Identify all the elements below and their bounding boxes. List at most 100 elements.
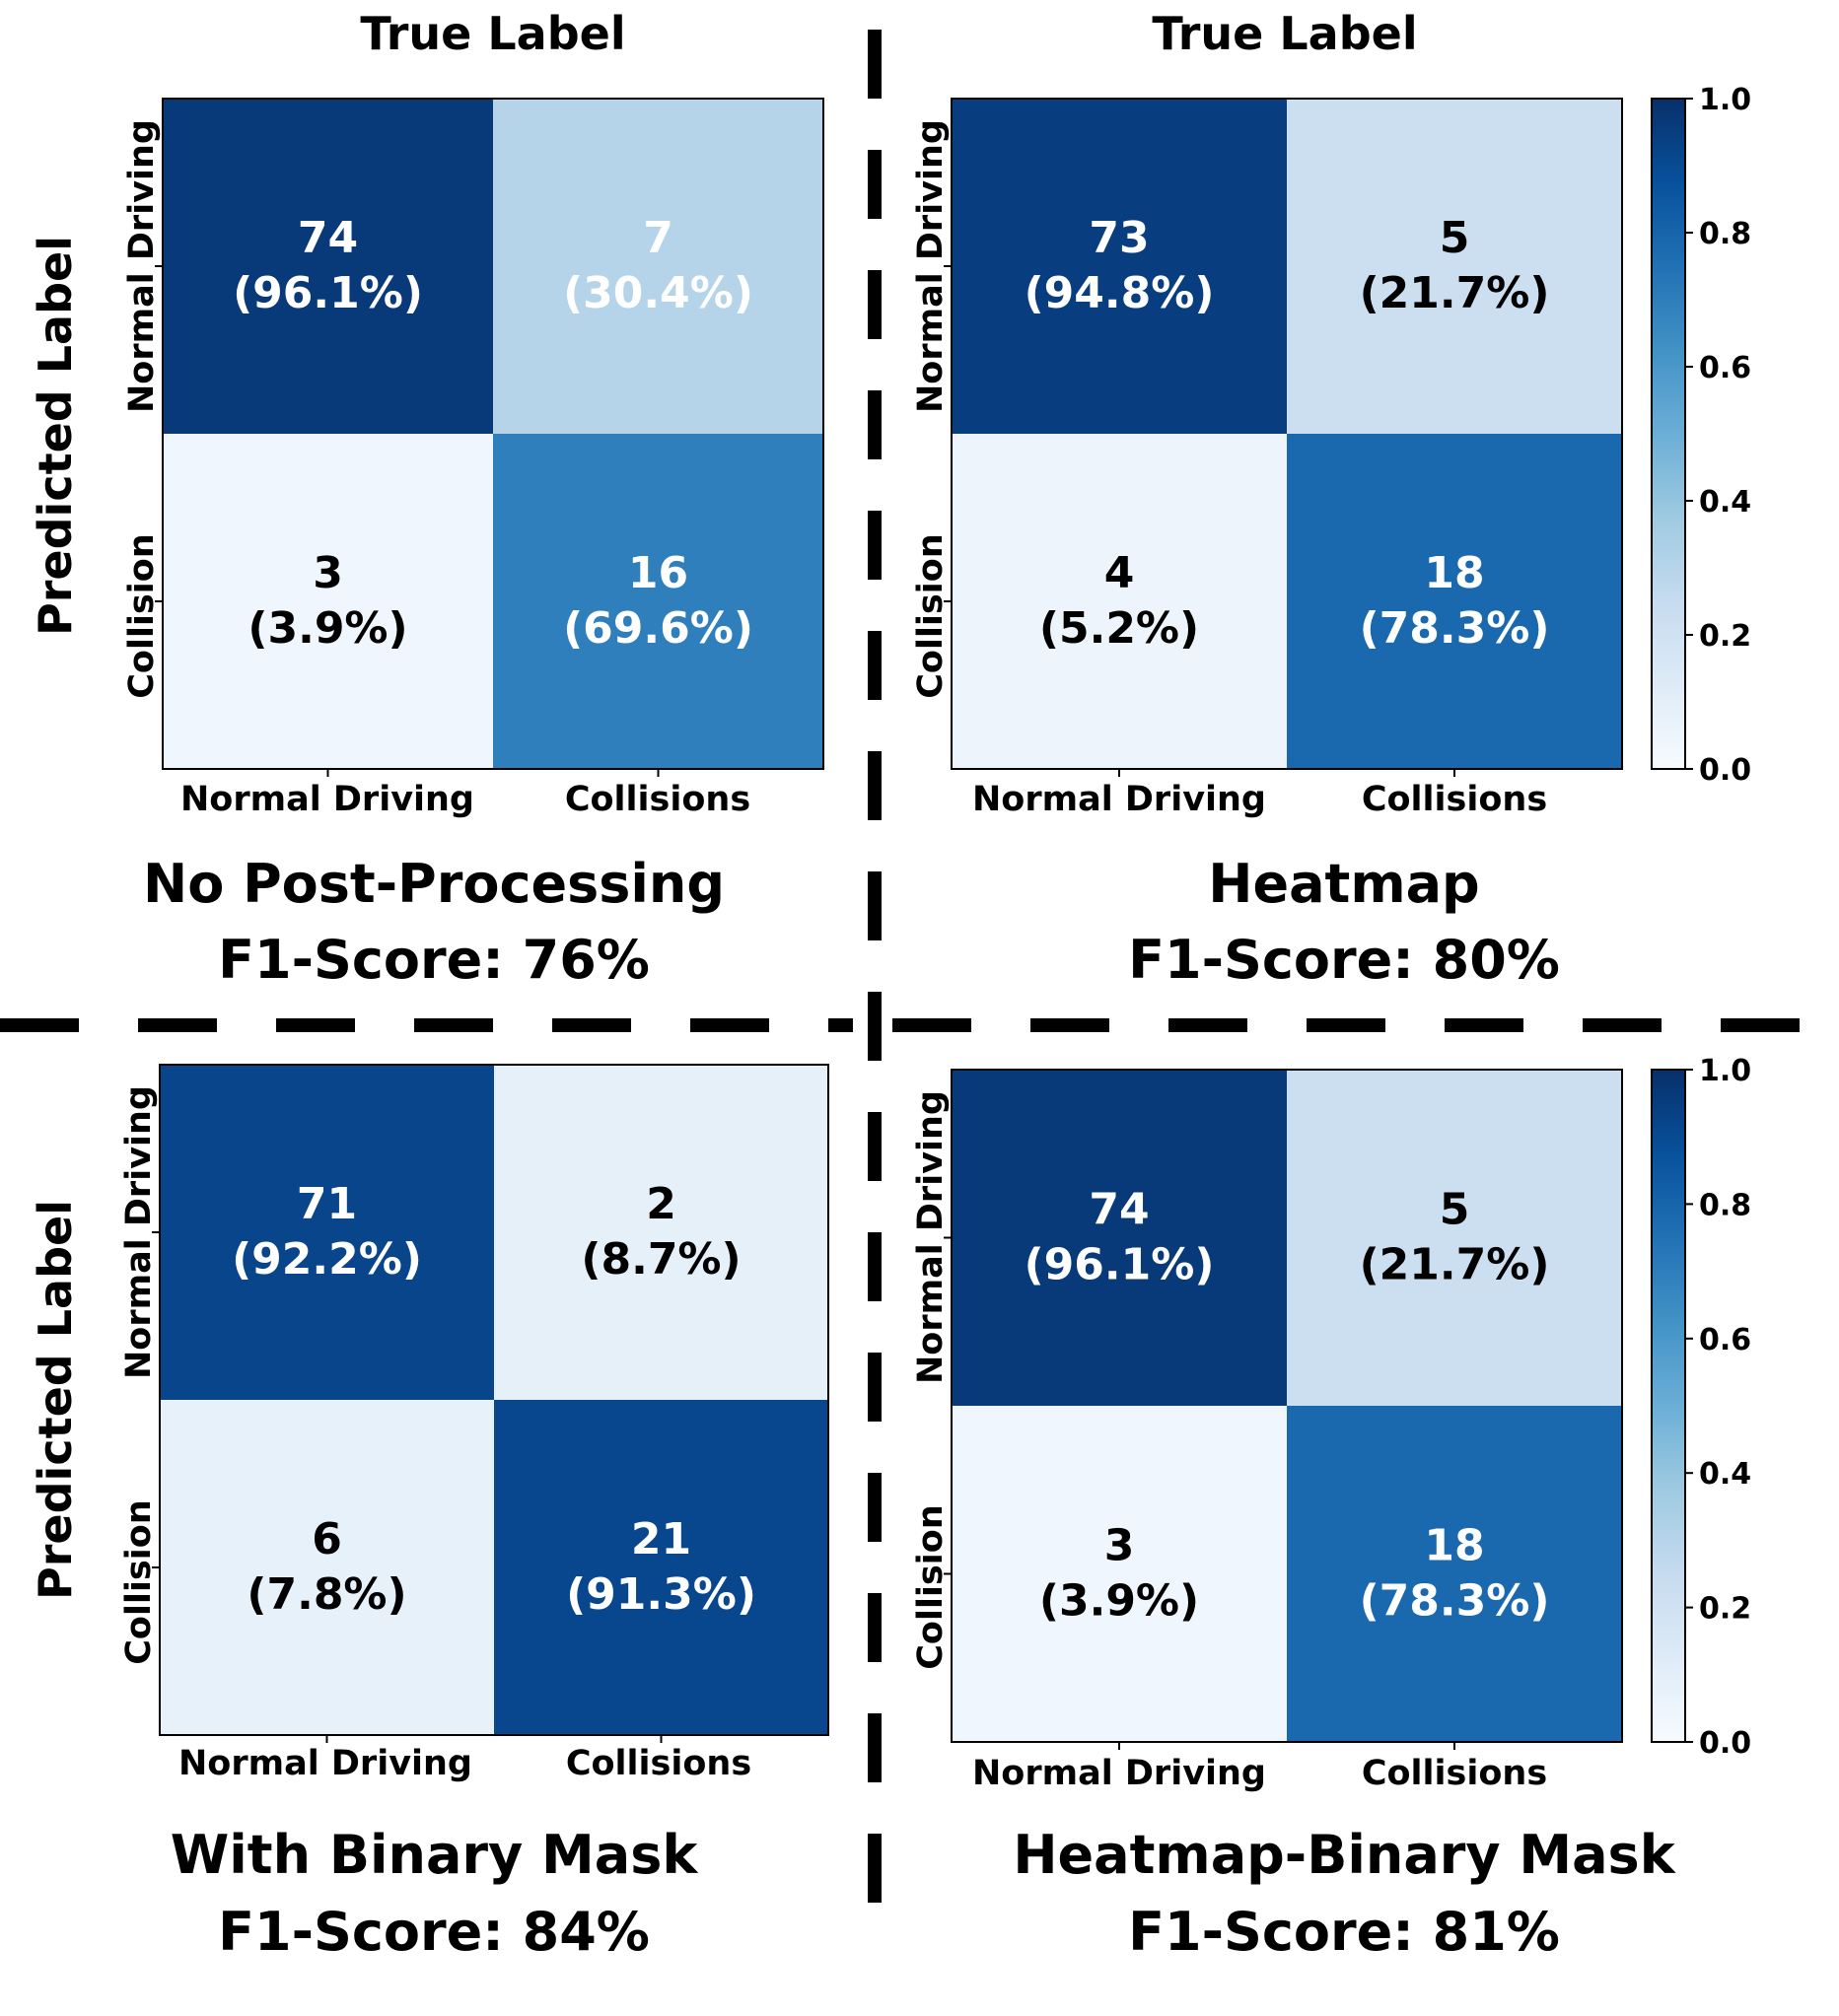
colorbar: 0.0 0.2 0.4 0.6 0.8 1.0 — [1651, 83, 1751, 788]
cell-count: 7 — [643, 213, 673, 263]
matrix-cells: 73(94.8%) 5(21.7%) 4(5.2%) 18(78.3%) — [944, 99, 1622, 777]
colorbar-tick-label: 0.6 — [1699, 1323, 1751, 1357]
matrix-cell — [952, 1070, 1287, 1406]
matrix-cell — [1287, 1070, 1622, 1406]
colorbar-tick-label: 0.2 — [1699, 619, 1751, 654]
cell-percent: (96.1%) — [233, 268, 423, 318]
x-tick-collisions: Collisions — [1362, 1754, 1547, 1793]
y-tick-collision: Collision — [119, 1499, 159, 1665]
cell-count: 16 — [628, 548, 688, 598]
cell-count: 71 — [297, 1179, 357, 1229]
matrix-cells: 71(92.2%) 2(8.7%) 6(7.8%) 21(91.3%) — [152, 1065, 828, 1743]
y-tick-collision: Collision — [911, 1504, 951, 1670]
cell-percent: (21.7%) — [1360, 268, 1550, 318]
x-tick-normal-driving: Normal Driving — [180, 780, 474, 819]
cell-count: 18 — [1424, 548, 1484, 598]
cell-count: 3 — [313, 548, 343, 598]
panel-title: No Post-Processing — [143, 853, 725, 915]
matrix-cell — [160, 1065, 494, 1400]
colorbar-tick-label: 0.4 — [1699, 1457, 1751, 1492]
cell-percent: (78.3%) — [1360, 603, 1550, 654]
cell-percent: (91.3%) — [566, 1569, 756, 1620]
panel-title: Heatmap-Binary Mask — [1013, 1824, 1675, 1886]
y-tick-collision: Collision — [122, 533, 162, 699]
cell-percent: (3.9%) — [1039, 1576, 1199, 1627]
colorbar: 0.0 0.2 0.4 0.6 0.8 1.0 — [1651, 1054, 1751, 1761]
panel-f1-score: F1-Score: 81% — [1128, 1901, 1560, 1963]
panel-f1-score: F1-Score: 84% — [218, 1901, 650, 1963]
colorbar-tick-label: 0.8 — [1699, 1188, 1751, 1222]
colorbar-tick-label: 0.0 — [1699, 753, 1751, 788]
x-tick-normal-driving: Normal Driving — [972, 780, 1266, 819]
panel-title: With Binary Mask — [171, 1824, 699, 1886]
x-tick-normal-driving: Normal Driving — [178, 1744, 472, 1783]
matrix-cell — [1287, 434, 1622, 769]
colorbar-gradient — [1651, 98, 1686, 770]
cell-percent: (21.7%) — [1360, 1240, 1550, 1290]
colorbar-tick-label: 0.6 — [1699, 351, 1751, 385]
cell-count: 6 — [312, 1514, 342, 1564]
matrix-cell — [163, 434, 493, 769]
colorbar-tick-label: 0.8 — [1699, 217, 1751, 251]
cell-percent: (94.8%) — [1025, 268, 1215, 318]
predicted-label-title: Predicted Label — [29, 236, 82, 636]
matrix-cell — [1287, 99, 1622, 434]
colorbar-tick-label: 0.2 — [1699, 1592, 1751, 1627]
y-tick-collision: Collision — [911, 533, 951, 699]
cell-count: 3 — [1104, 1521, 1135, 1571]
panel-title: Heatmap — [1208, 853, 1479, 915]
y-tick-normal-driving: Normal Driving — [911, 119, 951, 413]
cell-count: 73 — [1089, 213, 1149, 263]
matrix-cell — [163, 99, 493, 434]
cell-count: 74 — [298, 213, 358, 263]
matrix-cell — [494, 1065, 828, 1400]
colorbar-tick-label: 1.0 — [1699, 83, 1751, 117]
panel-heatmap: True Label 73(94.8%) 5(21.7%) 4(5.2%) 18(78… — [911, 7, 1751, 991]
matrix-cell — [952, 1406, 1287, 1742]
cell-count: 21 — [631, 1514, 691, 1564]
matrix-cell — [952, 434, 1287, 769]
matrix-cell — [160, 1400, 494, 1735]
matrix-cells: 74(96.1%) 7(30.4%) 3(3.9%) 16(69.6%) — [155, 99, 823, 777]
y-tick-normal-driving: Normal Driving — [122, 119, 162, 413]
cell-percent: (78.3%) — [1360, 1576, 1550, 1627]
colorbar-tick-label: 0.0 — [1699, 1726, 1751, 1761]
matrix-frame — [951, 98, 1623, 770]
predicted-label-title: Predicted Label — [29, 1200, 82, 1600]
cell-count: 5 — [1440, 1185, 1470, 1235]
cell-percent: (69.6%) — [563, 603, 753, 654]
cell-count: 74 — [1089, 1185, 1149, 1235]
cell-percent: (96.1%) — [1025, 1240, 1215, 1290]
cell-count: 4 — [1104, 548, 1135, 598]
cell-count: 18 — [1424, 1521, 1484, 1571]
y-tick-normal-driving: Normal Driving — [119, 1085, 159, 1379]
cell-percent: (30.4%) — [563, 268, 753, 318]
true-label-title: True Label — [1152, 7, 1417, 60]
y-tick-normal-driving: Normal Driving — [911, 1090, 951, 1384]
cell-count: 2 — [646, 1179, 676, 1229]
matrix-frame — [162, 98, 824, 770]
matrix-frame — [951, 1069, 1623, 1743]
cell-percent: (5.2%) — [1039, 603, 1199, 654]
matrix-cell — [952, 99, 1287, 434]
x-tick-collisions: Collisions — [1362, 780, 1547, 819]
cell-count: 5 — [1440, 213, 1470, 263]
matrix-cells: 74(96.1%) 5(21.7%) 3(3.9%) 18(78.3%) — [944, 1070, 1622, 1750]
x-tick-normal-driving: Normal Driving — [972, 1754, 1266, 1793]
colorbar-tick-label: 1.0 — [1699, 1054, 1751, 1088]
matrix-cell — [1287, 1406, 1622, 1742]
colorbar-gradient — [1651, 1069, 1686, 1743]
matrix-frame — [159, 1064, 829, 1736]
cell-percent: (92.2%) — [232, 1234, 422, 1285]
panel-with-binary-mask: Predicted Label 71(92.2%) 2(8.7%) 6(7.8%) 2… — [29, 1064, 829, 1963]
cell-percent: (7.8%) — [247, 1569, 406, 1620]
true-label-title: True Label — [360, 7, 625, 60]
colorbar-tick-label: 0.4 — [1699, 485, 1751, 520]
x-tick-collisions: Collisions — [566, 1744, 751, 1783]
matrix-cell — [494, 1400, 828, 1735]
panel-f1-score: F1-Score: 76% — [218, 929, 650, 991]
panel-no-post-processing: True Label Predicted Label 74(96.1%) 7(30… — [29, 7, 824, 991]
panel-heatmap-binary-mask: 74(96.1%) 5(21.7%) 3(3.9%) 18(78.3%) Normal… — [911, 1054, 1751, 1963]
x-tick-collisions: Collisions — [565, 780, 750, 819]
